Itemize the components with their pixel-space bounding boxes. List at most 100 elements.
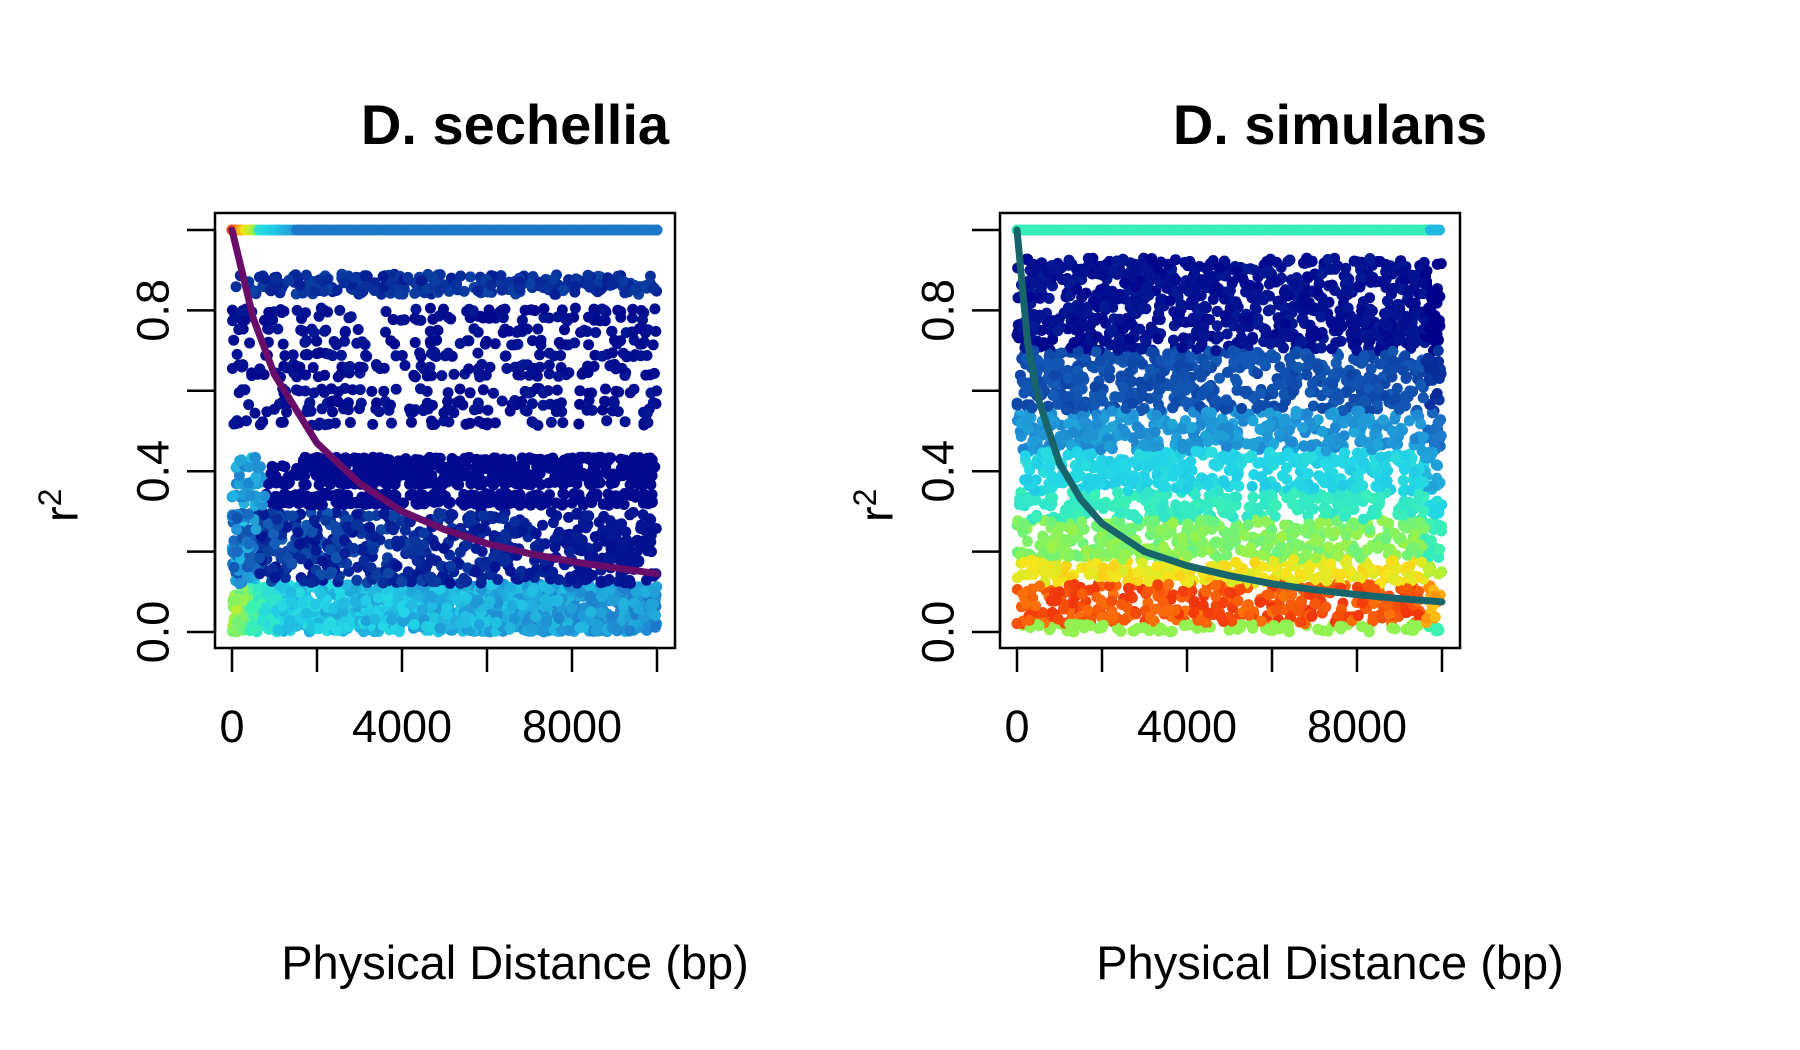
scatter-point [548, 274, 560, 285]
scatter-point [373, 406, 385, 418]
scatter-point [300, 607, 312, 619]
scatter-point [477, 312, 489, 324]
y-tick-label: 0.4 [128, 440, 179, 503]
scatter-point [262, 545, 274, 557]
scatter-point [620, 455, 632, 467]
scatter-point [543, 347, 555, 359]
scatter-point [501, 488, 513, 500]
scatter-point [600, 396, 612, 408]
scatter-point [566, 602, 578, 614]
scatter-point [363, 510, 375, 522]
scatter-point [391, 560, 403, 572]
scatter-point [569, 281, 581, 293]
scatter-point [271, 513, 283, 525]
scatter-point [287, 510, 299, 522]
scatter-point [237, 305, 249, 317]
scatter-point [339, 547, 351, 559]
scatter-point [354, 384, 366, 396]
scatter-point [293, 587, 305, 598]
scatter-point [570, 508, 582, 520]
scatter-point [609, 358, 621, 370]
scatter-point [526, 586, 538, 598]
scatter-point [254, 363, 266, 375]
scatter-point [308, 327, 320, 339]
scatter-point [488, 387, 499, 399]
scatter-point [266, 460, 278, 472]
scatter-point [563, 545, 575, 557]
scatter-point [404, 478, 415, 490]
scatter-point [399, 524, 411, 536]
scatter-point [634, 338, 646, 350]
scatter-point [637, 479, 648, 491]
scatter-point [282, 622, 294, 634]
scatter-point [387, 314, 399, 326]
scatter-point [356, 491, 368, 503]
scatter-point [234, 578, 246, 589]
scatter-point [332, 386, 344, 398]
scatter-point [638, 611, 649, 623]
scatter-point [627, 303, 639, 315]
scatter-point [496, 395, 508, 407]
scatter-point [436, 370, 448, 382]
scatter-point [347, 384, 359, 396]
scatter-point [619, 416, 631, 428]
scatter-point [588, 360, 600, 372]
scatter-point [386, 417, 397, 429]
scatter-point [237, 359, 249, 371]
scatter-point [627, 470, 639, 482]
x-axis: 0 4000 8000 [219, 646, 659, 752]
y-axis-label-text: r [34, 506, 88, 522]
scatter-point [595, 607, 607, 619]
scatter-point [463, 363, 475, 375]
scatter-point [352, 324, 364, 335]
scatter-point [438, 542, 450, 554]
scatter-point [647, 339, 659, 351]
scatter-point [640, 491, 652, 503]
scatter-point [228, 334, 240, 346]
scatter-point [380, 306, 392, 317]
scatter-point [463, 451, 475, 463]
scatter-point [487, 479, 499, 491]
scatter-point [553, 370, 564, 382]
scatter-point [423, 453, 435, 465]
chart-title: D. sechellia [360, 93, 670, 156]
scatter-point [569, 337, 581, 349]
scatter-point [406, 599, 418, 610]
scatter-point [609, 491, 621, 503]
scatter-point [272, 624, 284, 636]
scatter-point [254, 461, 266, 473]
scatter-point [321, 274, 333, 286]
scatter-point [458, 285, 470, 297]
scatter-point [573, 418, 585, 430]
scatter-point [327, 406, 338, 418]
scatter-point [558, 462, 569, 474]
scatter-point [472, 397, 484, 409]
scatter-point [516, 314, 528, 326]
scatter-point [406, 416, 417, 428]
scatter-point [430, 351, 442, 362]
scatter-point [339, 327, 351, 339]
scatter-point [543, 584, 555, 595]
scatter-point [454, 338, 466, 349]
scatter-point [514, 283, 526, 295]
scatter-point [553, 526, 565, 538]
scatter-point [446, 405, 458, 417]
scatter-point [407, 405, 419, 417]
scatter-point [650, 523, 662, 534]
scatter-point [547, 566, 559, 578]
scatter-point [397, 615, 409, 627]
scatter-point [464, 271, 476, 283]
scatter-point [367, 418, 379, 430]
scatter-point [253, 552, 265, 564]
scatter-point [536, 625, 548, 637]
scatter-point [583, 387, 595, 399]
scatter-point [226, 363, 238, 374]
scatter-point [469, 566, 481, 578]
scatter-point [500, 532, 512, 544]
scatter-point [424, 572, 436, 584]
scatter-point [243, 508, 254, 520]
scatter-point [648, 599, 660, 611]
scatter-point [254, 568, 266, 580]
x-tick-label: 0 [219, 701, 244, 752]
scatter-point [454, 546, 466, 558]
